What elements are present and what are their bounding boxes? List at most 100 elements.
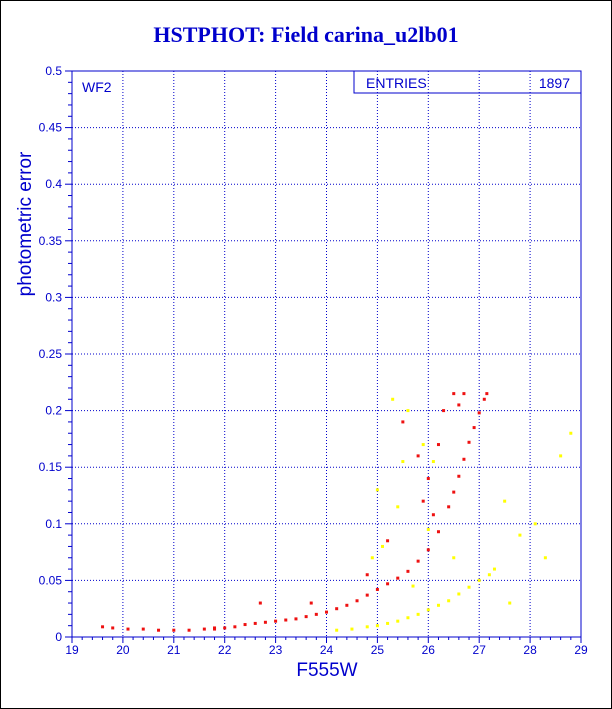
- data-point-red: [258, 601, 262, 605]
- data-point-yellow: [426, 527, 430, 531]
- data-point-yellow: [396, 619, 400, 623]
- y-tick-label: 0.35: [39, 234, 63, 248]
- y-tick-label: 0.25: [39, 347, 63, 361]
- data-point-yellow: [487, 573, 491, 577]
- data-point-red: [436, 443, 440, 447]
- data-point-red: [314, 612, 318, 616]
- data-point-red: [223, 626, 227, 630]
- y-tick-label: 0.4: [45, 177, 62, 191]
- data-point-red: [416, 559, 420, 563]
- y-tick-label: 0.45: [39, 121, 63, 135]
- y-tick-label: 0.5: [45, 64, 62, 78]
- data-point-red: [126, 627, 130, 631]
- y-tick-label: 0.3: [45, 290, 62, 304]
- data-point-red: [365, 593, 369, 597]
- data-point-yellow: [421, 443, 425, 447]
- axis-ticks: 19 20 21 22 23 24 25 26 27 28 29 0 0.05 0.1 0.15 0.2 0.2…: [39, 64, 588, 657]
- data-point-red: [304, 615, 308, 619]
- data-point-red: [233, 625, 237, 629]
- data-point-red: [462, 457, 466, 461]
- data-point-red: [253, 621, 257, 625]
- data-point-yellow: [396, 505, 400, 509]
- data-point-yellow: [370, 556, 374, 560]
- data-point-yellow: [391, 397, 395, 401]
- data-point-yellow: [492, 567, 496, 571]
- data-point-red: [485, 392, 489, 396]
- data-point-yellow: [477, 578, 481, 582]
- x-tick-label: 29: [574, 643, 588, 657]
- x-tick-label: 19: [65, 643, 79, 657]
- data-point-red: [157, 628, 161, 632]
- data-point-red: [386, 582, 390, 586]
- data-point-yellow: [426, 608, 430, 612]
- data-point-red: [187, 628, 191, 632]
- data-point-yellow: [569, 431, 573, 435]
- data-point-red: [472, 426, 476, 430]
- x-tick-label: 24: [320, 643, 334, 657]
- data-point-yellow: [375, 624, 379, 628]
- data-point-red: [452, 392, 456, 396]
- data-point-yellow: [365, 625, 369, 629]
- data-point-red: [101, 625, 105, 629]
- x-tick-label: 25: [371, 643, 385, 657]
- data-point-red: [111, 626, 115, 630]
- stats-box-frame: [353, 70, 582, 94]
- data-point-yellow: [452, 556, 456, 560]
- data-point-red: [284, 618, 288, 622]
- data-points: [101, 392, 573, 632]
- data-point-yellow: [406, 409, 410, 413]
- x-tick-label: 22: [218, 643, 232, 657]
- x-tick-label: 28: [523, 643, 537, 657]
- y-tick-label: 0.15: [39, 460, 63, 474]
- data-point-red: [141, 627, 145, 631]
- data-point-yellow: [350, 627, 354, 631]
- data-point-yellow: [503, 499, 507, 503]
- page-title: HSTPHOT: Field carina_u2lb01: [153, 22, 459, 47]
- y-tick-label: 0.05: [39, 573, 63, 587]
- data-point-red: [426, 477, 430, 481]
- data-point-red: [355, 599, 359, 603]
- data-point-yellow: [533, 522, 537, 526]
- x-axis-label: F555W: [296, 660, 357, 681]
- stats-entries-value: 1897: [539, 75, 570, 91]
- data-point-yellow: [543, 556, 547, 560]
- y-tick-label: 0.1: [45, 517, 62, 531]
- data-point-red: [416, 454, 420, 458]
- data-point-red: [431, 513, 435, 517]
- data-point-red: [365, 573, 369, 577]
- x-tick-label: 26: [422, 643, 436, 657]
- data-point-yellow: [335, 628, 339, 632]
- y-tick-label: 0.2: [45, 404, 62, 418]
- x-tick-label: 21: [167, 643, 181, 657]
- data-point-yellow: [467, 585, 471, 589]
- data-point-yellow: [447, 599, 451, 603]
- x-tick-label: 23: [269, 643, 283, 657]
- data-point-red: [462, 392, 466, 396]
- data-point-red: [325, 610, 328, 614]
- data-point-red: [274, 619, 278, 623]
- data-point-red: [447, 505, 451, 509]
- stats-box: ENTRIES 1897: [353, 70, 582, 94]
- data-point-red: [467, 440, 471, 444]
- data-point-yellow: [386, 621, 390, 625]
- data-point-yellow: [508, 601, 512, 605]
- data-point-yellow: [411, 584, 415, 588]
- data-point-yellow: [375, 488, 379, 492]
- grid: [72, 71, 581, 637]
- data-point-red: [401, 420, 405, 424]
- data-point-red: [436, 530, 440, 534]
- data-point-yellow: [559, 454, 563, 458]
- data-point-red: [421, 499, 425, 503]
- data-point-red: [457, 403, 461, 407]
- data-point-yellow: [401, 460, 405, 464]
- x-tick-label: 20: [116, 643, 130, 657]
- data-point-yellow: [436, 603, 440, 607]
- data-point-yellow: [457, 592, 461, 596]
- data-point-red: [477, 411, 481, 415]
- data-point-yellow: [406, 616, 410, 620]
- data-point-red: [243, 623, 247, 627]
- data-point-red: [263, 620, 267, 624]
- data-point-red: [202, 627, 206, 631]
- data-point-red: [457, 474, 461, 478]
